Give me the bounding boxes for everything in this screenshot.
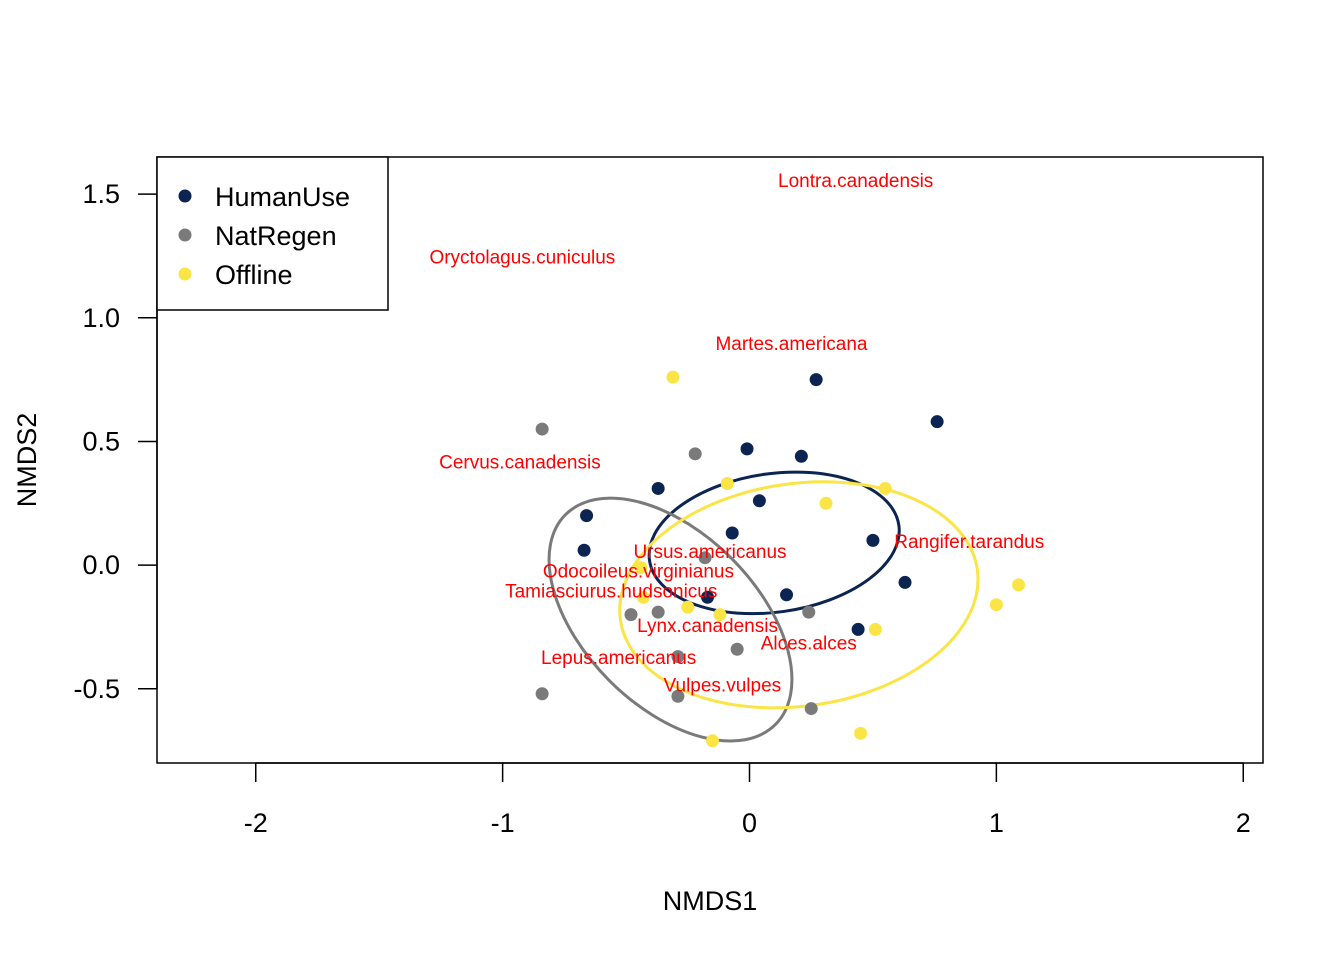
legend-marker-offline <box>178 267 192 281</box>
y-tick-label: 0.5 <box>82 426 120 456</box>
point-offline <box>713 608 727 622</box>
point-humanuse <box>725 526 739 540</box>
point-offline <box>819 496 833 510</box>
point-humanuse <box>809 373 823 387</box>
point-offline <box>854 726 868 740</box>
point-natregen <box>730 642 744 656</box>
point-offline <box>681 600 695 614</box>
point-natregen <box>804 702 818 716</box>
point-offline <box>666 370 680 384</box>
species-label: Lepus.americanus <box>541 648 696 669</box>
point-humanuse <box>752 494 766 508</box>
point-offline <box>636 590 650 604</box>
species-label: Rangifer.tarandus <box>894 532 1044 553</box>
point-humanuse <box>740 442 754 456</box>
y-axis: -0.5 0.0 0.5 1.0 1.5 <box>73 179 158 704</box>
point-humanuse <box>851 622 865 636</box>
species-label: Alces.alces <box>761 633 857 654</box>
legend: HumanUse NatRegen Offline <box>156 156 389 311</box>
ellipse-humanuse <box>647 470 901 616</box>
point-humanuse <box>651 481 665 495</box>
y-tick-label: 1.5 <box>82 179 120 209</box>
legend-label-offline: Offline <box>215 260 293 290</box>
x-tick-label: -1 <box>491 808 515 838</box>
point-natregen <box>698 551 712 565</box>
point-natregen <box>535 422 549 436</box>
point-humanuse <box>866 533 880 547</box>
species-label: Oryctolagus.cuniculus <box>429 247 615 268</box>
point-humanuse <box>701 590 715 604</box>
y-axis-title: NMDS2 <box>12 413 42 508</box>
point-natregen <box>535 687 549 701</box>
x-axis-title: NMDS1 <box>663 886 758 916</box>
species-label: Martes.americana <box>715 334 867 355</box>
x-tick-label: 2 <box>1236 808 1251 838</box>
species-label: Tamiasciurus.hudsonicus <box>505 581 717 602</box>
x-tick-label: 0 <box>742 808 757 838</box>
point-natregen <box>671 689 685 703</box>
point-offline <box>878 481 892 495</box>
point-humanuse <box>794 449 808 463</box>
ellipse-natregen <box>547 496 794 743</box>
point-humanuse <box>780 588 794 602</box>
point-offline <box>868 622 882 636</box>
legend-marker-natregen <box>178 228 192 242</box>
species-label: Odocoileus.virginianus <box>543 562 734 583</box>
point-offline <box>634 561 648 575</box>
legend-marker-humanuse <box>178 189 192 203</box>
legend-box <box>156 156 389 311</box>
species-labels-layer: Lontra.canadensis Oryctolagus.cuniculus Ma… <box>429 171 1044 697</box>
species-label: Ursus.americanus <box>633 542 786 563</box>
legend-label-natregen: NatRegen <box>215 221 337 251</box>
y-tick-label: 1.0 <box>82 303 120 333</box>
x-tick-label: -2 <box>244 808 268 838</box>
point-offline <box>705 734 719 748</box>
species-label: Vulpes.vulpes <box>664 675 782 696</box>
point-natregen <box>624 608 638 622</box>
point-offline <box>720 476 734 490</box>
species-label: Cervus.canadensis <box>439 453 601 474</box>
y-tick-label: 0.0 <box>82 550 120 580</box>
point-humanuse <box>898 575 912 589</box>
point-humanuse <box>577 543 591 557</box>
point-offline <box>1012 578 1026 592</box>
legend-label-humanuse: HumanUse <box>215 182 350 212</box>
point-humanuse <box>580 509 594 523</box>
point-humanuse <box>930 415 944 429</box>
point-natregen <box>671 650 685 664</box>
point-offline <box>989 598 1003 612</box>
point-natregen <box>651 605 665 619</box>
x-tick-label: 1 <box>989 808 1004 838</box>
x-axis: -2 -1 0 1 2 <box>244 762 1251 838</box>
point-natregen <box>688 447 702 461</box>
points-layer <box>535 370 1026 748</box>
y-tick-label: -0.5 <box>73 674 120 704</box>
point-natregen <box>802 605 816 619</box>
species-label: Lynx.canadensis <box>637 616 778 637</box>
species-label: Lontra.canadensis <box>778 171 933 192</box>
